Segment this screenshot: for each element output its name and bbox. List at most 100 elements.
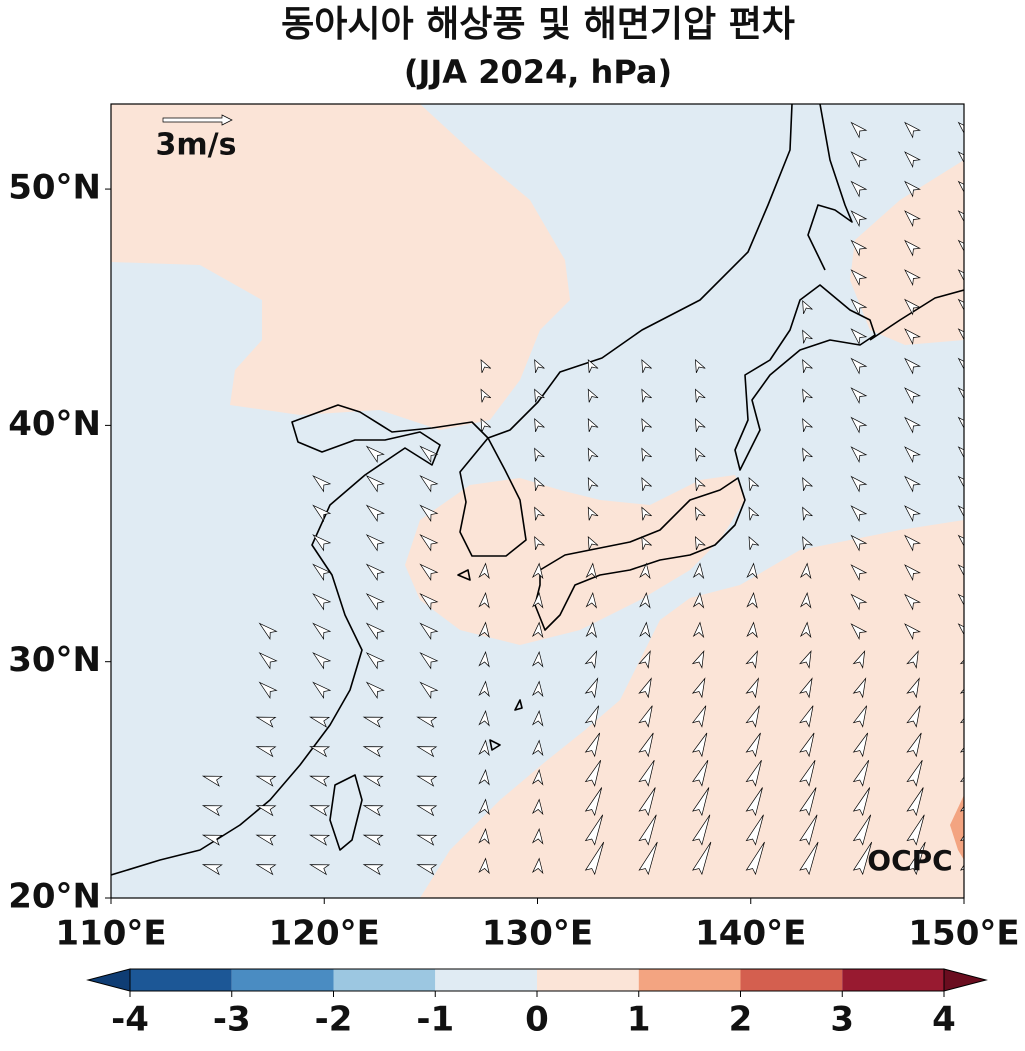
wind-vector bbox=[587, 359, 599, 373]
wind-vector bbox=[641, 418, 652, 432]
wind-vector bbox=[478, 739, 490, 757]
map-area: OCPC bbox=[111, 104, 964, 898]
wind-vector bbox=[587, 536, 599, 550]
wind-vector bbox=[691, 677, 706, 699]
wind-vector bbox=[959, 717, 964, 724]
wind-vector bbox=[850, 387, 868, 405]
colorbar-bin bbox=[740, 969, 843, 991]
wind-vector bbox=[531, 857, 544, 875]
colorbar-tick-label: 0 bbox=[525, 1000, 549, 1040]
wind-vector bbox=[534, 447, 545, 462]
wind-vector bbox=[959, 688, 964, 694]
colorbar-over bbox=[943, 968, 988, 992]
wind-vector bbox=[695, 506, 706, 521]
wind-vector bbox=[904, 534, 921, 552]
wind-vector bbox=[850, 446, 868, 464]
wind-vector bbox=[695, 418, 706, 432]
wind-vector bbox=[309, 834, 331, 846]
wind-vector bbox=[904, 593, 921, 611]
lat-tick-label: 30°N bbox=[8, 640, 101, 680]
axes: 110°E 120°E 130°E 140°E 150°E 20°N 30°N 40°N 50°… bbox=[8, 168, 1019, 954]
wind-vector bbox=[960, 835, 964, 842]
reference-vector-label: 3m/s bbox=[156, 128, 237, 163]
wind-vector bbox=[852, 760, 870, 787]
wind-vector bbox=[850, 416, 868, 434]
wind-vector bbox=[258, 652, 278, 670]
wind-vector bbox=[362, 805, 384, 817]
wind-vector bbox=[904, 328, 921, 346]
wind-vector bbox=[802, 447, 813, 462]
wind-vector bbox=[365, 445, 385, 463]
wind-vector bbox=[746, 621, 758, 639]
wind-vector bbox=[850, 623, 868, 641]
wind-vector bbox=[585, 592, 598, 609]
wind-vector bbox=[201, 805, 223, 817]
wind-vector bbox=[695, 388, 706, 403]
wind-vector bbox=[309, 716, 331, 728]
wind-vector bbox=[584, 787, 603, 817]
wind-vector bbox=[906, 705, 921, 728]
wind-vector bbox=[799, 705, 814, 728]
wind-vector bbox=[362, 834, 384, 846]
wind-vector bbox=[799, 732, 815, 758]
wind-vector bbox=[312, 593, 332, 611]
wind-vector bbox=[745, 705, 760, 728]
wind-vector bbox=[906, 841, 926, 876]
wind-vector bbox=[255, 746, 277, 758]
wind-vector bbox=[638, 705, 653, 728]
wind-vector bbox=[802, 418, 813, 432]
wind-vector bbox=[745, 650, 758, 669]
wind-vector bbox=[904, 623, 921, 641]
wind-vector bbox=[799, 760, 816, 787]
wind-vector bbox=[419, 534, 439, 552]
wind-vector bbox=[419, 445, 439, 463]
wind-vector bbox=[365, 475, 385, 493]
wind-vector bbox=[365, 593, 385, 611]
watermark: OCPC bbox=[867, 844, 952, 877]
wind-vector bbox=[416, 746, 438, 758]
wind-vector bbox=[691, 650, 705, 669]
wind-vector bbox=[746, 562, 758, 580]
wind-vector bbox=[904, 180, 921, 198]
wind-vector bbox=[531, 651, 544, 668]
wind-vector bbox=[852, 841, 873, 876]
wind-vector bbox=[748, 506, 760, 521]
wind-vector bbox=[799, 841, 819, 876]
wind-vector bbox=[850, 298, 868, 316]
wind-vector bbox=[534, 536, 545, 550]
wind-vector bbox=[852, 814, 872, 846]
wind-vector bbox=[255, 834, 277, 846]
wind-vector bbox=[745, 841, 765, 876]
wind-vector bbox=[695, 359, 706, 373]
wind-vector bbox=[584, 650, 598, 669]
wind-vector bbox=[959, 747, 964, 753]
wind-vector bbox=[416, 716, 438, 728]
wind-vector bbox=[255, 864, 277, 876]
colorbar-tick-label: -1 bbox=[416, 1000, 454, 1040]
wind-vector bbox=[691, 705, 707, 728]
wind-vector bbox=[478, 857, 490, 875]
wind-vector bbox=[959, 776, 964, 783]
wind-vector bbox=[692, 621, 705, 639]
wind-vector bbox=[478, 562, 490, 580]
wind-vector bbox=[416, 805, 438, 817]
wind-vectors bbox=[201, 121, 964, 876]
wind-vector bbox=[478, 828, 490, 845]
wind-vector bbox=[531, 798, 544, 816]
wind-vector bbox=[531, 592, 544, 609]
lat-tick-label: 40°N bbox=[8, 404, 101, 444]
wind-vector bbox=[639, 621, 651, 639]
wind-vector bbox=[850, 328, 868, 346]
wind-vector bbox=[419, 593, 439, 611]
wind-vector bbox=[585, 621, 598, 639]
wind-vector bbox=[641, 477, 652, 491]
lon-tick-label: 120°E bbox=[269, 914, 380, 954]
subtitle: (JJA 2024, hPa) bbox=[404, 53, 672, 91]
wind-vector bbox=[906, 677, 920, 699]
wind-vector bbox=[534, 477, 545, 491]
wind-vector bbox=[584, 732, 601, 758]
wind-vector bbox=[419, 622, 439, 640]
wind-vector bbox=[799, 621, 812, 639]
wind-vector bbox=[904, 269, 921, 287]
wind-vector bbox=[850, 475, 868, 493]
